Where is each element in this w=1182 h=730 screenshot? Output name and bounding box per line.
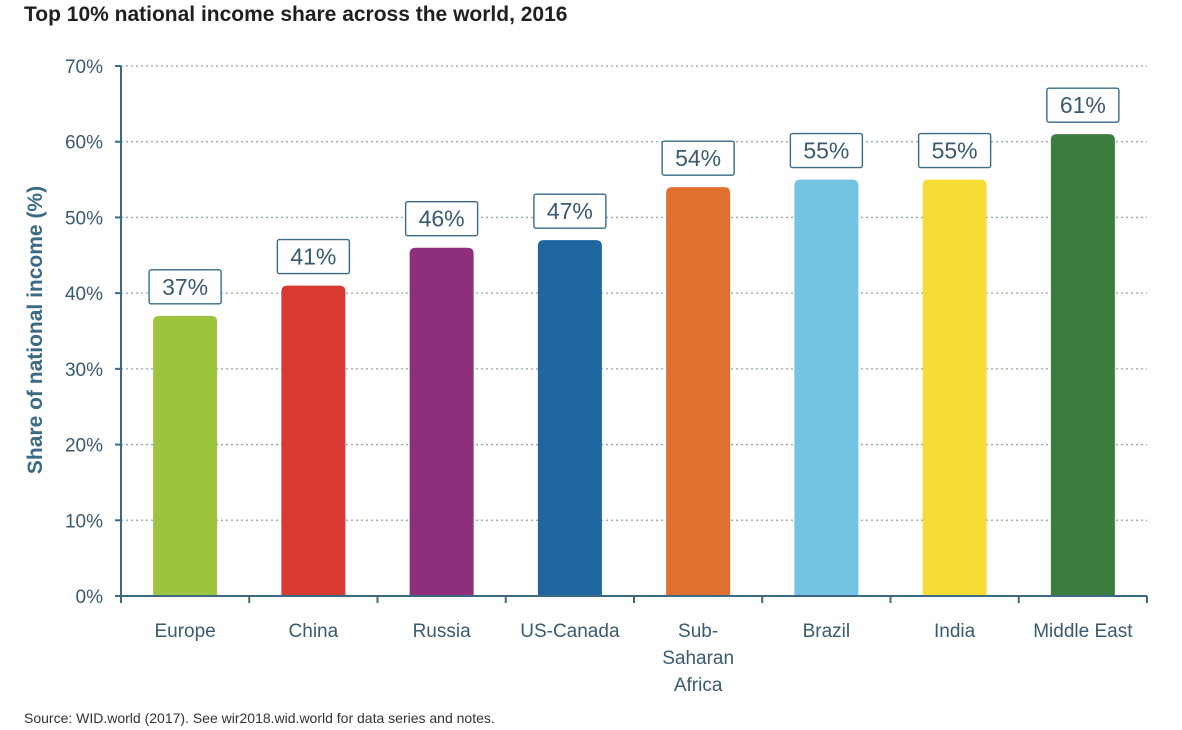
bar-india [922,179,987,597]
y-tick-label: 60% [65,133,103,154]
x-tick-label-line: Saharan [662,648,734,669]
data-labels: 37% 41% 46% 47% 54% 55% 55% 61% [148,87,1120,305]
data-label: 37% [162,274,208,300]
bar-brazil [794,179,859,597]
bar-china [281,285,346,596]
data-label: 46% [419,206,465,232]
data-label: 54% [675,145,721,171]
data-label: 61% [1060,92,1106,118]
x-tick-label-line: India [934,621,976,642]
data-label-box [1046,87,1120,123]
bar-middle-east [1050,134,1115,596]
data-label-box [661,140,735,176]
x-tick-label: India [934,621,976,642]
source-note: Source: WID.world (2017). See wir2018.wi… [24,710,495,726]
y-tick-label: 30% [65,360,103,381]
y-tick-label: 40% [65,284,103,305]
data-label-box [917,132,992,169]
data-label-box [276,238,351,275]
x-tick-label-line: China [289,621,339,642]
data-label: 47% [547,198,593,224]
y-tick-label: 0% [76,587,104,608]
y-tick-label: 20% [65,436,103,457]
gridlines [121,65,1147,521]
x-tick-label: Brazil [803,621,851,642]
x-tick-label-line: Europe [154,621,215,642]
x-tick-label: Europe [154,621,215,642]
x-tick-label: Sub- Saharan Africa [662,621,734,696]
axes: 0% 10% 20% 30% 40% 50% 60% 70% Europe China Russia… [65,57,1148,696]
x-tick-label: China [289,621,339,642]
y-tick-label: 50% [65,208,103,229]
x-tick-label-line: Russia [413,621,472,642]
x-tick-label: Middle East [1033,621,1133,642]
data-label-box [789,132,864,169]
data-label: 55% [932,138,978,164]
x-tick-label-line: Africa [674,675,723,696]
y-axis-title: Share of national income (%) [24,186,47,474]
data-label-box [148,269,222,305]
bars [153,134,1115,597]
bar-europe [153,315,218,596]
x-tick-label-line: Brazil [803,621,851,642]
data-label: 41% [290,244,336,270]
x-tick-label: US-Canada [520,621,620,642]
data-label: 55% [803,138,849,164]
bar-chart: 0% 10% 20% 30% 40% 50% 60% 70% Europe China Russia… [24,57,1148,696]
data-label-box [533,193,607,229]
x-tick-label-line: Sub- [678,621,718,642]
x-tick-label-line: Middle East [1033,621,1133,642]
x-tick-label-line: US-Canada [520,621,620,642]
y-tick-label: 70% [65,57,103,78]
y-tick-label: 10% [65,511,103,532]
x-tick-label: Russia [413,621,472,642]
data-label-box [404,201,479,237]
chart-title: Top 10% national income share across the… [24,3,568,26]
bar-sub-saharan-africa [666,187,731,596]
bar-russia [409,247,474,596]
bar-us-canada [537,240,602,596]
